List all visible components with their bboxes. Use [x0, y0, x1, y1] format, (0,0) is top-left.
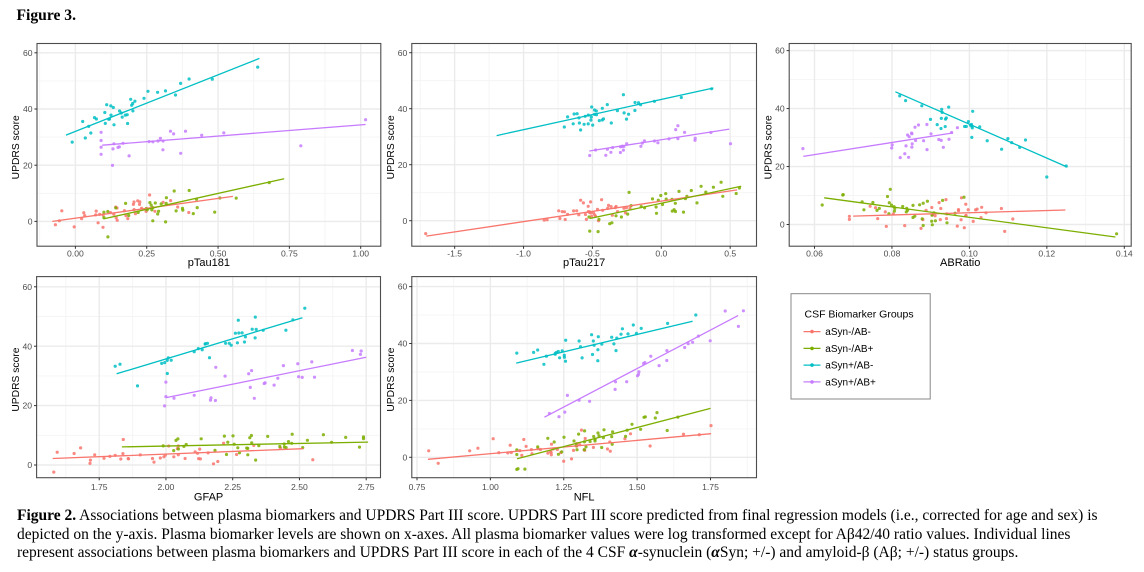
svg-text:60: 60 [775, 46, 785, 56]
svg-text:0.25: 0.25 [138, 249, 155, 259]
svg-text:aSyn-/AB-: aSyn-/AB- [825, 327, 871, 338]
svg-text:0.00: 0.00 [67, 249, 84, 259]
svg-text:20: 20 [398, 160, 408, 170]
svg-text:0.14: 0.14 [1116, 249, 1133, 259]
svg-text:0: 0 [403, 452, 408, 462]
svg-text:0: 0 [780, 220, 785, 230]
svg-text:60: 60 [398, 282, 408, 292]
svg-text:0.75: 0.75 [281, 249, 298, 259]
svg-text:UPDRS score: UPDRS score [11, 347, 22, 411]
svg-text:40: 40 [775, 104, 785, 114]
svg-text:1.50: 1.50 [629, 482, 646, 492]
svg-text:40: 40 [23, 341, 33, 351]
svg-text:0.10: 0.10 [961, 249, 978, 259]
svg-text:60: 60 [23, 282, 33, 292]
svg-text:2.50: 2.50 [291, 482, 308, 492]
svg-text:-1.5: -1.5 [447, 249, 462, 259]
svg-text:20: 20 [23, 160, 33, 170]
svg-text:UPDRS score: UPDRS score [763, 115, 774, 179]
svg-text:1.00: 1.00 [482, 482, 499, 492]
svg-text:GFAP: GFAP [194, 491, 223, 503]
svg-text:1.75: 1.75 [702, 482, 719, 492]
svg-text:1.75: 1.75 [91, 482, 108, 492]
svg-text:1.25: 1.25 [555, 482, 572, 492]
svg-text:20: 20 [23, 401, 33, 411]
svg-text:0.06: 0.06 [806, 249, 823, 259]
svg-text:-1.0: -1.0 [516, 249, 531, 259]
svg-text:2.00: 2.00 [158, 482, 175, 492]
svg-text:0.0: 0.0 [655, 249, 667, 259]
svg-text:pTau181: pTau181 [188, 257, 230, 269]
svg-text:2.25: 2.25 [224, 482, 241, 492]
svg-text:0.08: 0.08 [884, 249, 901, 259]
svg-text:60: 60 [398, 48, 408, 58]
svg-text:UPDRS score: UPDRS score [11, 115, 22, 179]
svg-text:20: 20 [775, 162, 785, 172]
svg-text:NFL: NFL [574, 491, 595, 503]
svg-text:aSyn-/AB+: aSyn-/AB+ [825, 344, 873, 355]
svg-text:0.12: 0.12 [1038, 249, 1055, 259]
svg-text:40: 40 [23, 104, 33, 114]
svg-text:0.75: 0.75 [409, 482, 426, 492]
svg-text:0.50: 0.50 [210, 249, 227, 259]
svg-text:40: 40 [398, 339, 408, 349]
svg-text:aSyn+/AB-: aSyn+/AB- [825, 361, 873, 372]
svg-text:1.00: 1.00 [352, 249, 369, 259]
svg-text:-0.5: -0.5 [585, 249, 600, 259]
svg-text:CSF Biomarker Groups: CSF Biomarker Groups [805, 308, 914, 320]
svg-text:ABRatio: ABRatio [940, 257, 980, 269]
svg-text:60: 60 [23, 48, 33, 58]
svg-text:0.5: 0.5 [724, 249, 736, 259]
svg-text:0: 0 [27, 460, 32, 470]
svg-text:40: 40 [398, 104, 408, 114]
svg-text:0: 0 [403, 216, 408, 226]
svg-text:UPDRS score: UPDRS score [386, 115, 397, 179]
svg-text:0: 0 [28, 217, 33, 227]
svg-text:aSyn+/AB+: aSyn+/AB+ [825, 377, 876, 388]
svg-text:pTau217: pTau217 [563, 257, 605, 269]
svg-text:20: 20 [398, 396, 408, 406]
svg-text:UPDRS score: UPDRS score [386, 347, 397, 411]
svg-text:2.75: 2.75 [358, 482, 375, 492]
